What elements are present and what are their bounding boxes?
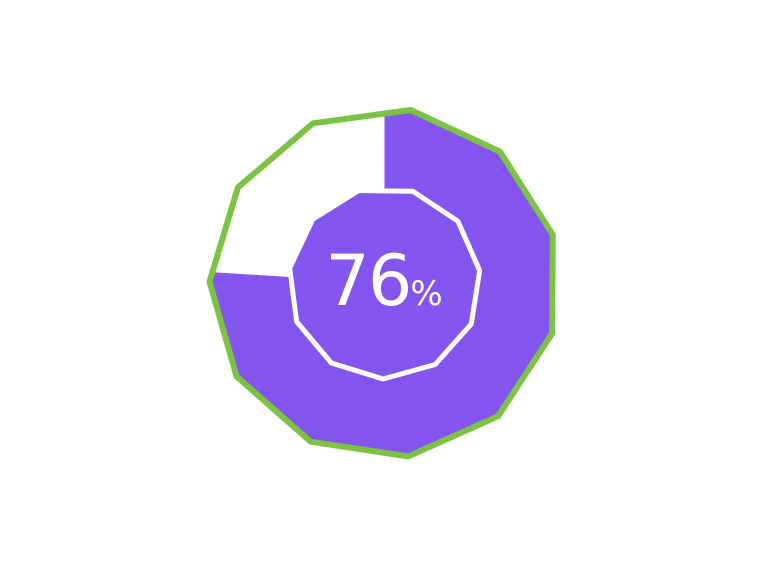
gauge-inner-disc	[287, 188, 483, 382]
progress-unit: %	[410, 274, 443, 314]
gauge-outer-border	[206, 107, 556, 460]
progress-label: 76%	[284, 240, 484, 322]
progress-number: 76	[325, 240, 412, 322]
